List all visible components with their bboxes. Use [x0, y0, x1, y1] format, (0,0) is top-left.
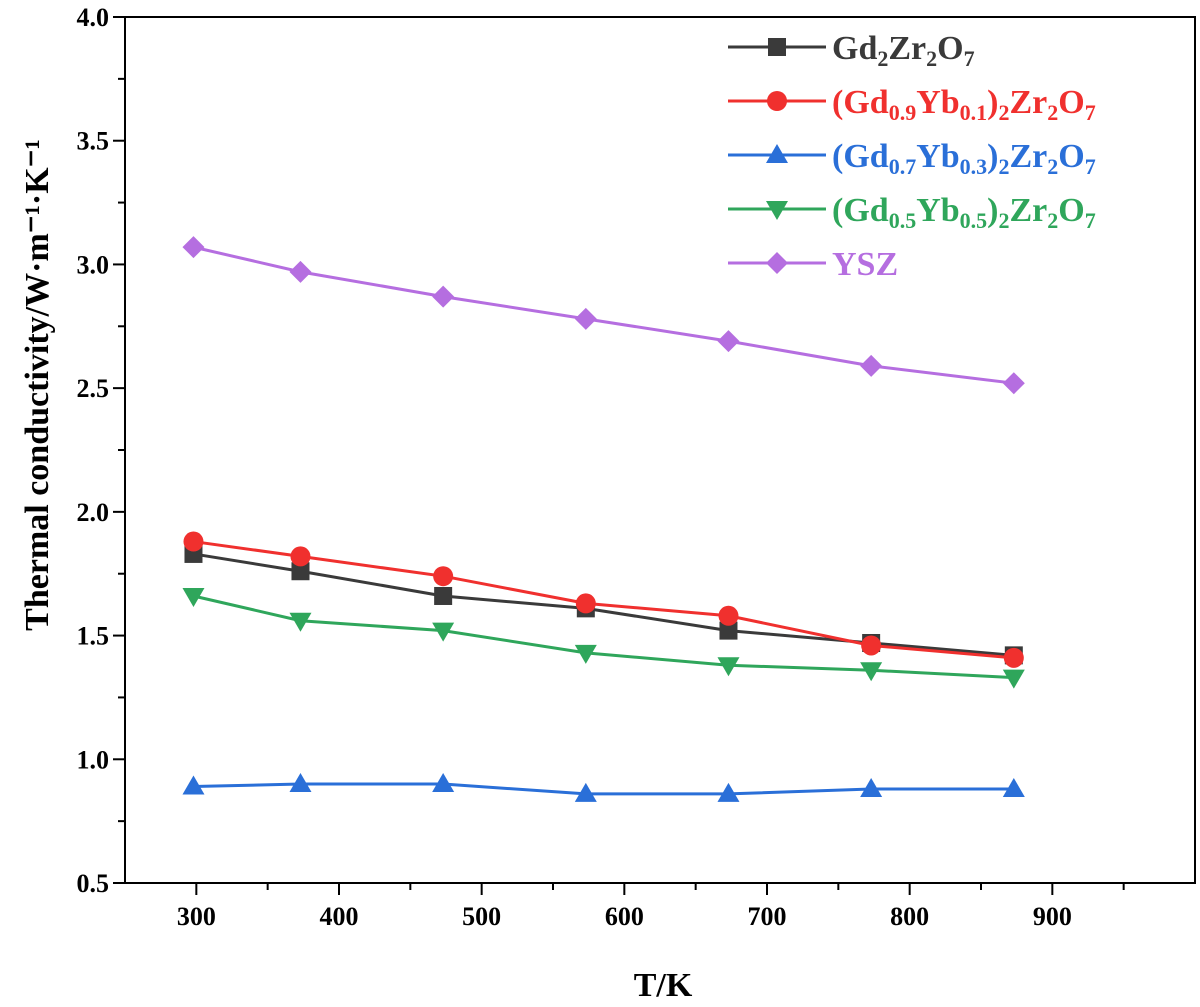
data-point: [289, 260, 312, 283]
legend-label: YSZ: [832, 246, 898, 283]
legend-marker: [766, 144, 788, 163]
data-point: [860, 777, 883, 797]
legend-item: YSZ: [728, 246, 898, 283]
x-tick-label: 500: [462, 902, 501, 931]
y-tick-label: 1.5: [77, 622, 110, 651]
legend: Gd2Zr2O7 (Gd0.9Yb0.1)2Zr2O7 (Gd0.7Yb0.3)2Z…: [728, 30, 1096, 283]
y-tick-label: 1.0: [77, 745, 110, 774]
data-point: [183, 531, 204, 552]
y-axis-title: Thermal conductivity/W·m⁻¹·K⁻¹: [19, 139, 56, 631]
x-tick-label: 300: [177, 902, 216, 931]
x-tick-label: 600: [605, 902, 644, 931]
series-1: [183, 531, 1024, 668]
data-point: [182, 236, 205, 259]
x-tick-label: 800: [890, 902, 929, 931]
legend-marker: [768, 38, 786, 56]
data-point: [574, 307, 597, 330]
data-point: [434, 586, 453, 605]
data-point: [182, 587, 205, 607]
legend-item: (Gd0.5Yb0.5)2Zr2O7: [728, 192, 1096, 233]
data-point: [717, 782, 740, 802]
data-point: [1002, 777, 1025, 797]
x-tick-label: 400: [320, 902, 359, 931]
y-tick-label: 2.0: [77, 498, 110, 527]
data-point: [289, 612, 312, 632]
legend-label: (Gd0.7Yb0.3)2Zr2O7: [832, 138, 1096, 179]
data-point: [433, 566, 454, 587]
legend-label: (Gd0.9Yb0.1)2Zr2O7: [832, 84, 1096, 125]
data-point: [432, 773, 455, 793]
data-point: [860, 354, 883, 377]
series-2: [182, 773, 1025, 802]
series-3: [182, 587, 1025, 689]
data-point: [432, 285, 455, 308]
legend-marker: [766, 201, 788, 220]
plot-area: [182, 236, 1025, 802]
series-line: [193, 782, 1014, 796]
legend-item: (Gd0.7Yb0.3)2Zr2O7: [728, 138, 1096, 179]
data-point: [719, 621, 738, 640]
x-tick-label: 900: [1033, 902, 1072, 931]
data-point: [717, 657, 740, 677]
data-point: [860, 662, 883, 682]
data-point: [1002, 372, 1025, 395]
data-point: [861, 635, 882, 656]
x-tick-label: 700: [748, 902, 787, 931]
series-4: [182, 236, 1025, 395]
series-line: [193, 540, 1014, 660]
data-point: [574, 782, 597, 802]
legend-item: Gd2Zr2O7: [728, 30, 975, 71]
data-point: [289, 773, 312, 793]
legend-label: (Gd0.5Yb0.5)2Zr2O7: [832, 192, 1096, 233]
data-point: [718, 605, 739, 626]
data-point: [717, 330, 740, 353]
data-point: [1002, 669, 1025, 689]
legend-label: Gd2Zr2O7: [832, 30, 975, 71]
legend-item: (Gd0.9Yb0.1)2Zr2O7: [728, 84, 1096, 125]
data-point: [182, 775, 205, 795]
series-line: [193, 594, 1014, 680]
data-point: [1003, 647, 1024, 668]
y-tick-label: 3.5: [77, 127, 110, 156]
data-point: [575, 593, 596, 614]
legend-marker: [767, 91, 787, 111]
data-point: [432, 622, 455, 642]
y-tick-label: 0.5: [77, 869, 110, 898]
legend-marker: [766, 252, 788, 274]
y-tick-label: 2.5: [77, 374, 110, 403]
axes: 300 400 500 600 700 800 900 0.5 1.0 1.5 2.0 2.5 3.0 3…: [77, 3, 1196, 931]
y-tick-label: 4.0: [77, 3, 110, 32]
x-axis-title: T/K: [634, 967, 693, 1004]
data-point: [574, 644, 597, 664]
data-point: [290, 546, 311, 567]
data-point: [291, 562, 310, 581]
y-tick-label: 3.0: [77, 250, 110, 279]
